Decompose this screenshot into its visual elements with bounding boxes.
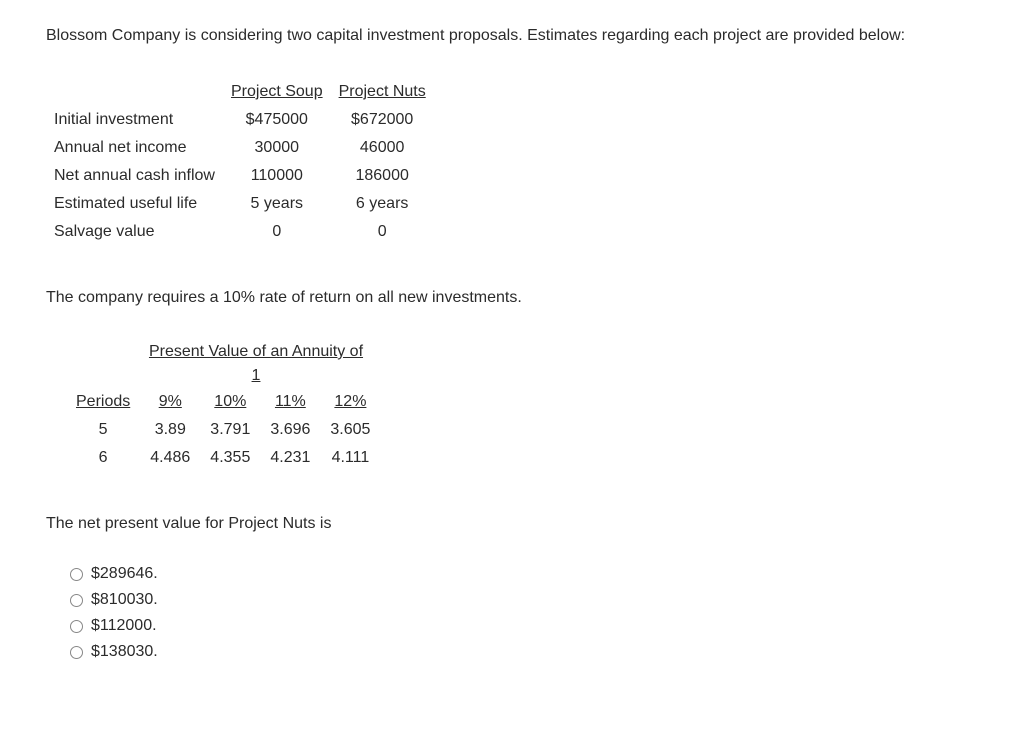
- pv-table: Periods 9% 10% 11% 12% 5 3.89 3.791 3.69…: [66, 388, 380, 472]
- cell: 4.111: [320, 444, 380, 472]
- option-c[interactable]: $112000.: [70, 614, 978, 638]
- radio-icon[interactable]: [70, 620, 83, 633]
- cell: 30000: [223, 134, 331, 162]
- table-row: Annual net income 30000 46000: [46, 134, 434, 162]
- option-label: $810030.: [91, 588, 158, 612]
- options-group: $289646. $810030. $112000. $138030.: [70, 562, 978, 664]
- row-label: Net annual cash inflow: [46, 162, 223, 190]
- option-label: $112000.: [91, 614, 157, 638]
- option-label: $138030.: [91, 640, 158, 664]
- cell: 46000: [331, 134, 434, 162]
- pv-col-header: 10%: [200, 388, 260, 416]
- row-label: Annual net income: [46, 134, 223, 162]
- cell: $475000: [223, 106, 331, 134]
- pv-col-header: 11%: [260, 388, 320, 416]
- cell: 3.89: [140, 416, 200, 444]
- cell: 5 years: [223, 190, 331, 218]
- radio-icon[interactable]: [70, 568, 83, 581]
- pv-col-header: Periods: [66, 388, 140, 416]
- table-row: Net annual cash inflow 110000 186000: [46, 162, 434, 190]
- pv-title: Present Value of an Annuity of 1: [106, 340, 406, 388]
- option-d[interactable]: $138030.: [70, 640, 978, 664]
- pv-title-line2: 1: [252, 367, 261, 384]
- row-label: Initial investment: [46, 106, 223, 134]
- table-row: Initial investment $475000 $672000: [46, 106, 434, 134]
- intro-text: Blossom Company is considering two capit…: [46, 24, 978, 48]
- cell: 0: [331, 218, 434, 246]
- radio-icon[interactable]: [70, 646, 83, 659]
- radio-icon[interactable]: [70, 594, 83, 607]
- cell: 6 years: [331, 190, 434, 218]
- cell: 4.486: [140, 444, 200, 472]
- option-a[interactable]: $289646.: [70, 562, 978, 586]
- cell: 3.696: [260, 416, 320, 444]
- option-label: $289646.: [91, 562, 158, 586]
- pv-title-line1: Present Value of an Annuity of: [149, 343, 363, 360]
- question-text: The net present value for Project Nuts i…: [46, 512, 978, 536]
- row-label: Salvage value: [46, 218, 223, 246]
- cell: 5: [66, 416, 140, 444]
- cell: 0: [223, 218, 331, 246]
- cell: 6: [66, 444, 140, 472]
- table-row: 5 3.89 3.791 3.696 3.605: [66, 416, 380, 444]
- pv-col-header: 12%: [320, 388, 380, 416]
- cell: 3.791: [200, 416, 260, 444]
- cell: $672000: [331, 106, 434, 134]
- table-row: Estimated useful life 5 years 6 years: [46, 190, 434, 218]
- cell: 4.231: [260, 444, 320, 472]
- cell: 110000: [223, 162, 331, 190]
- cell: 186000: [331, 162, 434, 190]
- cell: 4.355: [200, 444, 260, 472]
- option-b[interactable]: $810030.: [70, 588, 978, 612]
- cell: 3.605: [320, 416, 380, 444]
- pv-col-header: 9%: [140, 388, 200, 416]
- rate-note: The company requires a 10% rate of retur…: [46, 286, 978, 310]
- col-header-nuts: Project Nuts: [331, 78, 434, 106]
- projects-table: Project Soup Project Nuts Initial invest…: [46, 78, 434, 246]
- table-row: 6 4.486 4.355 4.231 4.111: [66, 444, 380, 472]
- row-label: Estimated useful life: [46, 190, 223, 218]
- col-header-soup: Project Soup: [223, 78, 331, 106]
- table-row: Salvage value 0 0: [46, 218, 434, 246]
